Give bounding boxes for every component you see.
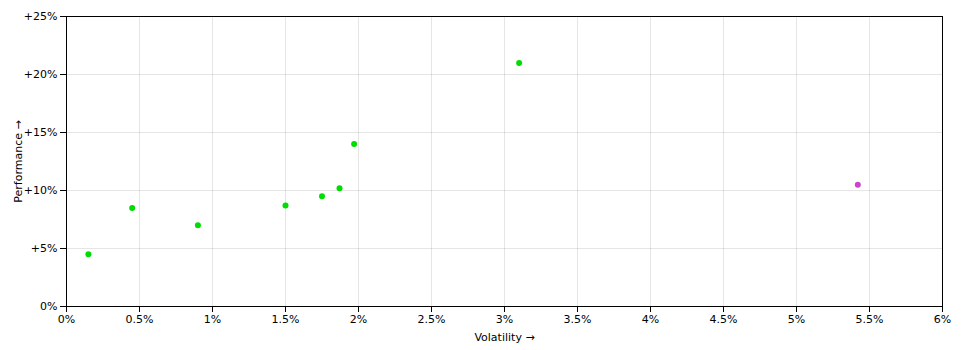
svg-text:3%: 3% <box>496 313 513 326</box>
svg-text:+10%: +10% <box>24 184 58 197</box>
svg-text:0%: 0% <box>58 313 75 326</box>
svg-text:4.5%: 4.5% <box>710 313 738 326</box>
svg-text:5.5%: 5.5% <box>856 313 884 326</box>
svg-text:+15%: +15% <box>24 126 58 139</box>
svg-text:0.5%: 0.5% <box>126 313 154 326</box>
svg-text:2.5%: 2.5% <box>418 313 446 326</box>
svg-text:6%: 6% <box>934 313 951 326</box>
svg-text:4%: 4% <box>642 313 659 326</box>
svg-text:2%: 2% <box>350 313 367 326</box>
svg-text:+20%: +20% <box>24 68 58 81</box>
svg-text:+5%: +5% <box>31 242 58 255</box>
svg-text:1.5%: 1.5% <box>272 313 300 326</box>
svg-text:5%: 5% <box>788 313 805 326</box>
svg-text:Performance →: Performance → <box>12 120 25 202</box>
svg-text:Volatility →: Volatility → <box>474 331 534 344</box>
svg-text:0%: 0% <box>40 300 57 313</box>
svg-text:+25%: +25% <box>24 10 58 23</box>
svg-text:1%: 1% <box>204 313 221 326</box>
svg-text:3.5%: 3.5% <box>564 313 592 326</box>
